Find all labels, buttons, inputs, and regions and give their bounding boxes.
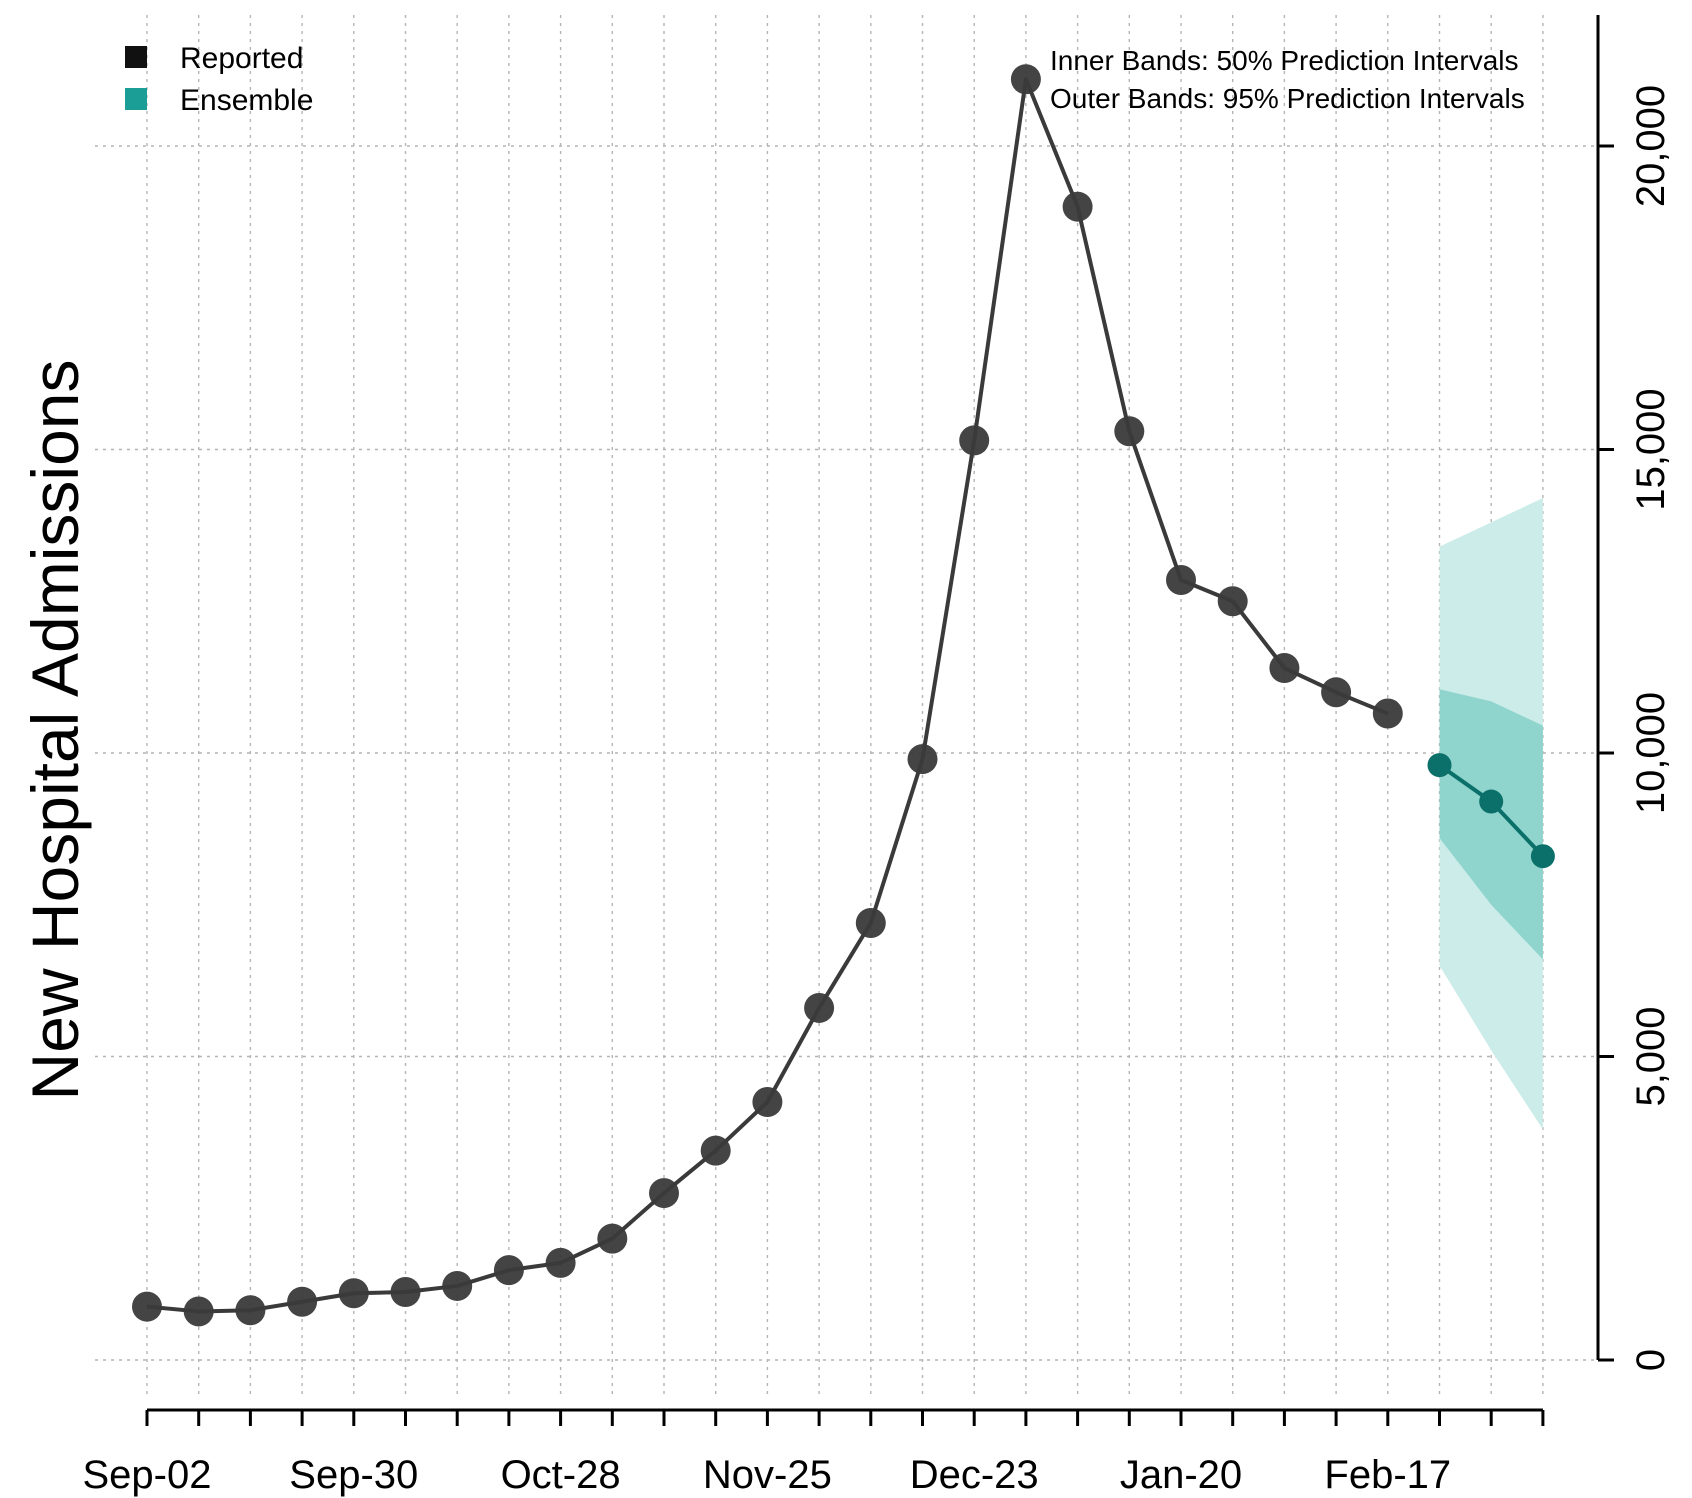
inner-band-50 bbox=[1439, 689, 1543, 960]
reported-point bbox=[855, 907, 886, 938]
legend-swatch bbox=[125, 46, 147, 68]
reported-point bbox=[287, 1286, 318, 1317]
grid-lines bbox=[95, 15, 1598, 1398]
reported-point bbox=[700, 1135, 731, 1166]
reported-point bbox=[649, 1178, 679, 1209]
x-tick-label: Sep-30 bbox=[289, 1453, 418, 1497]
legend: Reported Ensemble bbox=[125, 42, 313, 117]
prediction-bands bbox=[1439, 498, 1543, 1130]
reported-point bbox=[959, 425, 990, 456]
ensemble-point bbox=[1530, 844, 1555, 869]
y-tick-label: 5,000 bbox=[1629, 1006, 1673, 1106]
legend-label: Ensemble bbox=[180, 84, 313, 117]
reported-point bbox=[1010, 64, 1041, 95]
x-tick-label: Sep-02 bbox=[83, 1453, 212, 1497]
y-tick-label: 0 bbox=[1629, 1349, 1673, 1371]
reported-point bbox=[1114, 416, 1145, 447]
reported-point bbox=[1217, 586, 1248, 617]
y-axis-ticks: 0 5,000 10,000 15,000 20,000 bbox=[1598, 85, 1673, 1371]
reported-point bbox=[183, 1296, 214, 1327]
x-axis-ticks: Sep-02 Sep-30 Oct-28 Nov-25 Dec-23 Jan-20 Feb-… bbox=[83, 1410, 1545, 1497]
y-tick-label: 10,000 bbox=[1629, 692, 1673, 814]
ensemble-point bbox=[1479, 789, 1504, 814]
reported-point bbox=[804, 992, 835, 1023]
reported-point bbox=[1269, 653, 1300, 684]
reported-point bbox=[1166, 565, 1196, 596]
reported-point bbox=[597, 1223, 628, 1254]
y-tick-label: 20,000 bbox=[1629, 85, 1673, 207]
legend-label: Reported bbox=[180, 42, 303, 75]
data-points bbox=[132, 64, 1555, 1327]
axes bbox=[147, 15, 1600, 1412]
y-axis-title: New Hospital Admissions bbox=[18, 360, 92, 1101]
x-tick-label: Jan-20 bbox=[1120, 1453, 1242, 1497]
reported-point bbox=[1062, 191, 1093, 222]
reported-point bbox=[545, 1247, 576, 1278]
reported-point bbox=[390, 1277, 421, 1308]
reported-point bbox=[442, 1270, 473, 1301]
reported-point bbox=[1372, 698, 1403, 729]
x-tick-label: Oct-28 bbox=[501, 1453, 621, 1497]
reported-point bbox=[132, 1291, 162, 1322]
interval-annotation: Outer Bands: 95% Prediction Intervals bbox=[1050, 83, 1525, 114]
x-tick-label: Feb-17 bbox=[1324, 1453, 1451, 1497]
reported-point bbox=[235, 1295, 266, 1326]
y-tick-label: 15,000 bbox=[1629, 388, 1673, 510]
reported-point bbox=[907, 744, 938, 775]
x-tick-label: Dec-23 bbox=[910, 1453, 1039, 1497]
legend-swatch bbox=[125, 88, 147, 110]
interval-annotations: Inner Bands: 50% Prediction Intervals Out… bbox=[1050, 45, 1525, 114]
reported-point bbox=[752, 1087, 783, 1118]
reported-point bbox=[493, 1255, 524, 1286]
interval-annotation: Inner Bands: 50% Prediction Intervals bbox=[1050, 45, 1518, 76]
reported-point bbox=[1321, 677, 1352, 708]
ensemble-point bbox=[1427, 753, 1452, 778]
x-tick-label: Nov-25 bbox=[703, 1453, 832, 1497]
reported-point bbox=[338, 1278, 369, 1309]
